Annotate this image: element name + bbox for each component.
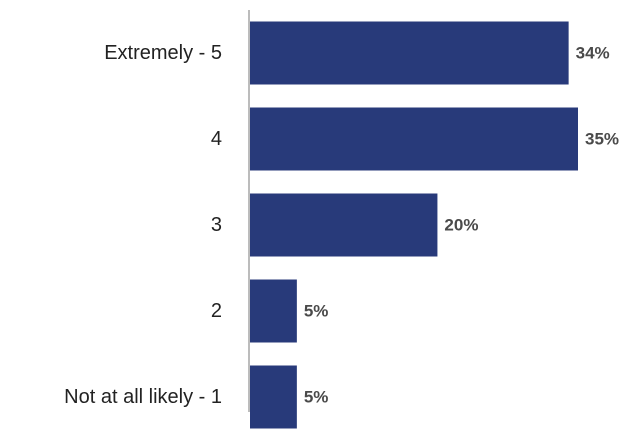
bar-3 [250, 279, 297, 343]
category-labels-group: Extremely - 5 4 3 2 Not at all likely - 1 [64, 42, 222, 408]
bar-4 [250, 365, 297, 429]
value-labels-group: 34% 35% 20% 5% 5% [304, 44, 619, 407]
value-label-2: 20% [444, 216, 478, 235]
category-label-2: 3 [211, 214, 222, 236]
value-label-3: 5% [304, 302, 329, 321]
bars-group [250, 21, 578, 429]
bar-0 [250, 21, 569, 85]
category-label-4: Not at all likely - 1 [64, 386, 222, 408]
value-label-4: 5% [304, 388, 329, 407]
category-label-3: 2 [211, 300, 222, 322]
bar-2 [250, 193, 438, 257]
category-label-1: 4 [211, 128, 222, 150]
value-label-0: 34% [576, 44, 610, 63]
value-label-1: 35% [585, 130, 619, 149]
bar-1 [250, 107, 578, 171]
category-label-0: Extremely - 5 [104, 42, 222, 64]
